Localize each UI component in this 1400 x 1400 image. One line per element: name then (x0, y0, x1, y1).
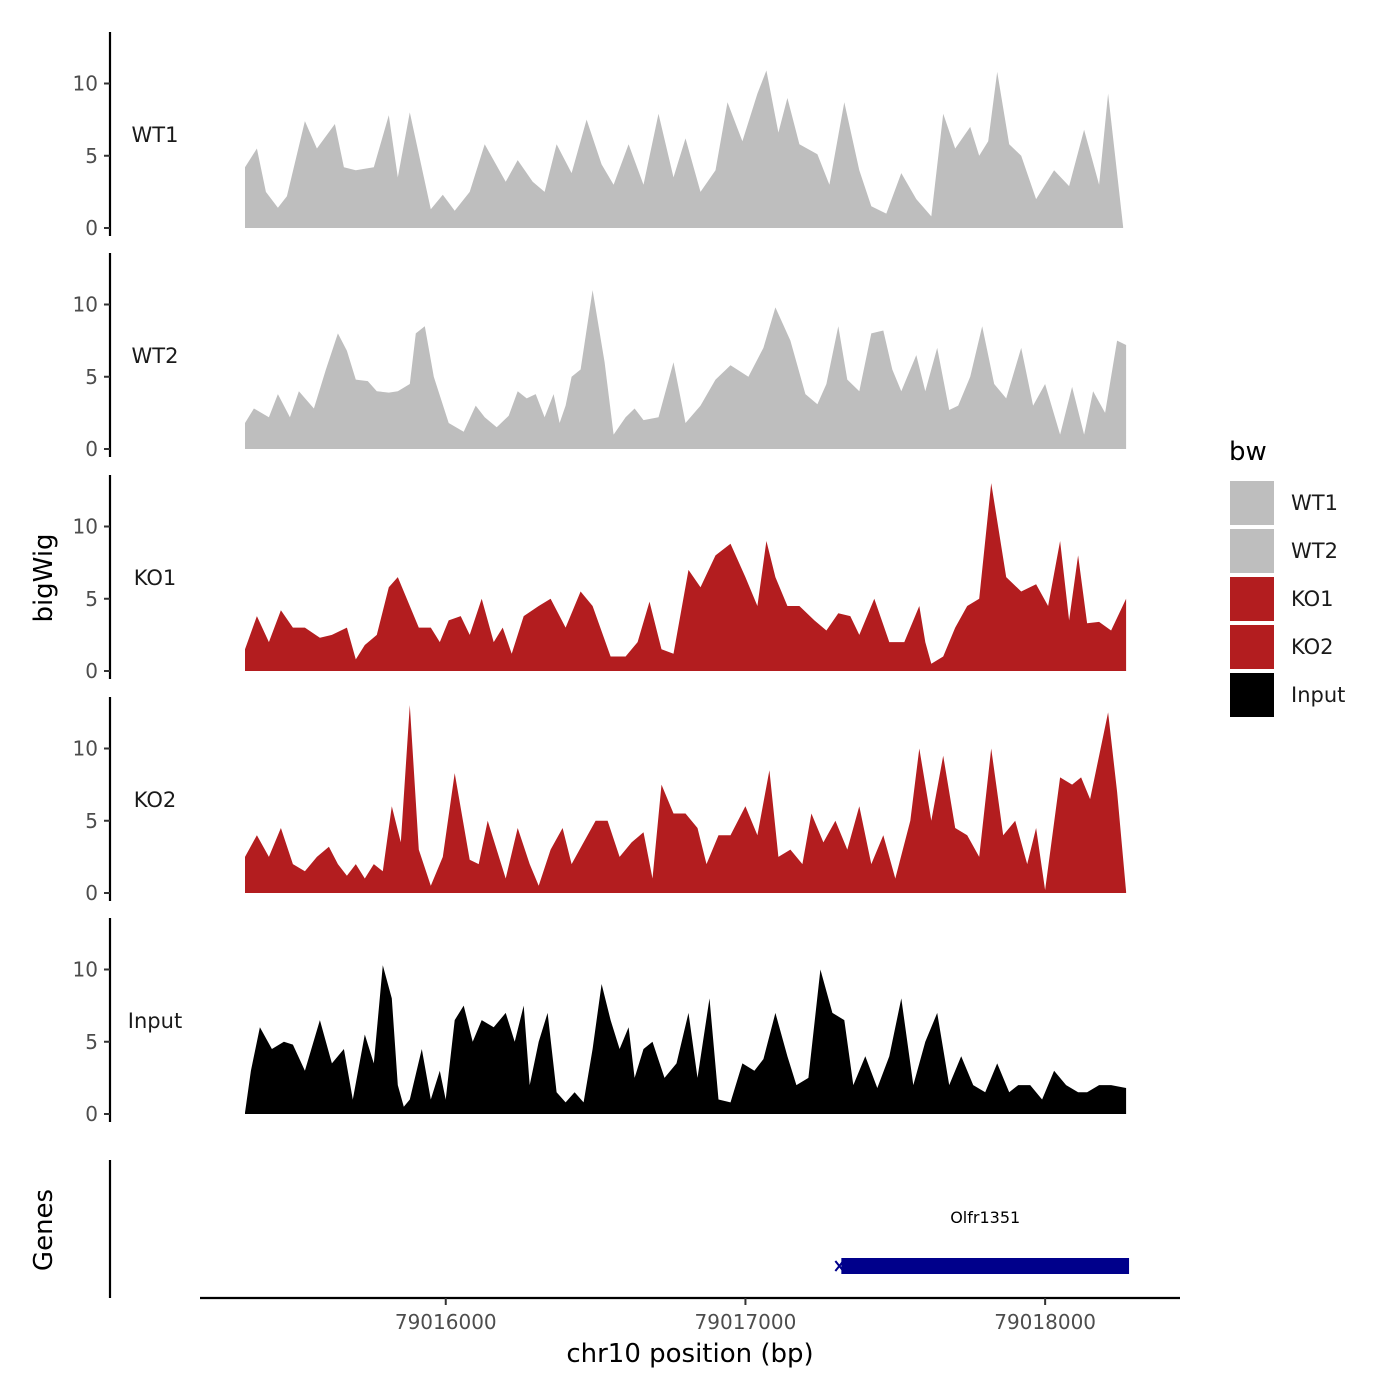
x-axis: 79016000 79017000 79018000 (200, 1296, 1180, 1334)
track-label-ko2: KO2 (134, 788, 177, 812)
gene-label-olfr1351: Olfr1351 (950, 1208, 1020, 1227)
x-tick-label: 79018000 (994, 1310, 1096, 1334)
gene-strand-marker (834, 1260, 845, 1272)
y-tick-label: 0 (85, 659, 98, 683)
track-input: 0 5 10 Input (73, 918, 1127, 1126)
legend-swatch (1228, 575, 1276, 623)
legend-item-wt2: WT2 (1228, 527, 1338, 575)
y-axis-title: bigWig (29, 533, 59, 622)
track-ko2: 0 5 10 KO2 (73, 697, 1127, 905)
legend-item-ko1: KO1 (1228, 575, 1334, 623)
track-ko1: 0 5 10 KO1 (73, 475, 1127, 683)
gene-body-olfr1351 (841, 1258, 1130, 1274)
legend-label: WT2 (1291, 539, 1338, 563)
y-tick-label: 0 (85, 216, 98, 240)
legend-item-input: Input (1228, 671, 1345, 719)
y-tick-label: 10 (73, 293, 98, 317)
y-tick-label: 5 (85, 587, 98, 611)
legend-swatch (1228, 623, 1276, 671)
legend-item-wt1: WT1 (1228, 479, 1338, 527)
track-label-wt2: WT2 (132, 344, 179, 368)
track-wt1: 0 5 10 WT1 (73, 32, 1124, 240)
legend-swatch (1228, 671, 1276, 719)
area-input (245, 965, 1127, 1114)
track-label-input: Input (128, 1009, 182, 1033)
legend-label: WT1 (1291, 491, 1338, 515)
legend-title: bw (1229, 437, 1267, 467)
y-tick-label: 10 (73, 515, 98, 539)
y-tick-label: 0 (85, 1102, 98, 1126)
legend-swatch (1228, 479, 1276, 527)
area-wt2 (245, 290, 1127, 449)
y-tick-label: 10 (73, 737, 98, 761)
x-tick-label: 79016000 (395, 1310, 497, 1334)
track-label-wt1: WT1 (132, 123, 179, 147)
y-tick-label: 5 (85, 1030, 98, 1054)
y-tick-label: 5 (85, 365, 98, 389)
x-tick-label: 79017000 (695, 1310, 797, 1334)
genes-axis-title: Genes (29, 1189, 59, 1271)
legend-label: Input (1291, 683, 1345, 707)
legend-label: KO2 (1291, 635, 1334, 659)
area-ko1 (245, 483, 1127, 671)
y-tick-label: 0 (85, 881, 98, 905)
legend: WT1 WT2 KO1 KO2 Input (1228, 479, 1345, 719)
y-tick-label: 5 (85, 144, 98, 168)
area-ko2 (245, 705, 1127, 893)
track-label-ko1: KO1 (134, 566, 177, 590)
area-wt1 (245, 70, 1124, 228)
tracks-group: 0 5 10 WT1 0 5 10 WT2 0 5 10 KO1 0 5 10 KO2 0 5 10 Input (73, 32, 1127, 1126)
genes-panel: Olfr1351 (108, 1160, 1130, 1298)
x-axis-title: chr10 position (bp) (566, 1339, 813, 1369)
y-tick-label: 10 (73, 958, 98, 982)
y-tick-label: 5 (85, 809, 98, 833)
track-wt2: 0 5 10 WT2 (73, 253, 1127, 461)
y-tick-label: 0 (85, 437, 98, 461)
legend-swatch (1228, 527, 1276, 575)
y-tick-label: 10 (73, 72, 98, 96)
legend-label: KO1 (1291, 587, 1334, 611)
legend-item-ko2: KO2 (1228, 623, 1334, 671)
